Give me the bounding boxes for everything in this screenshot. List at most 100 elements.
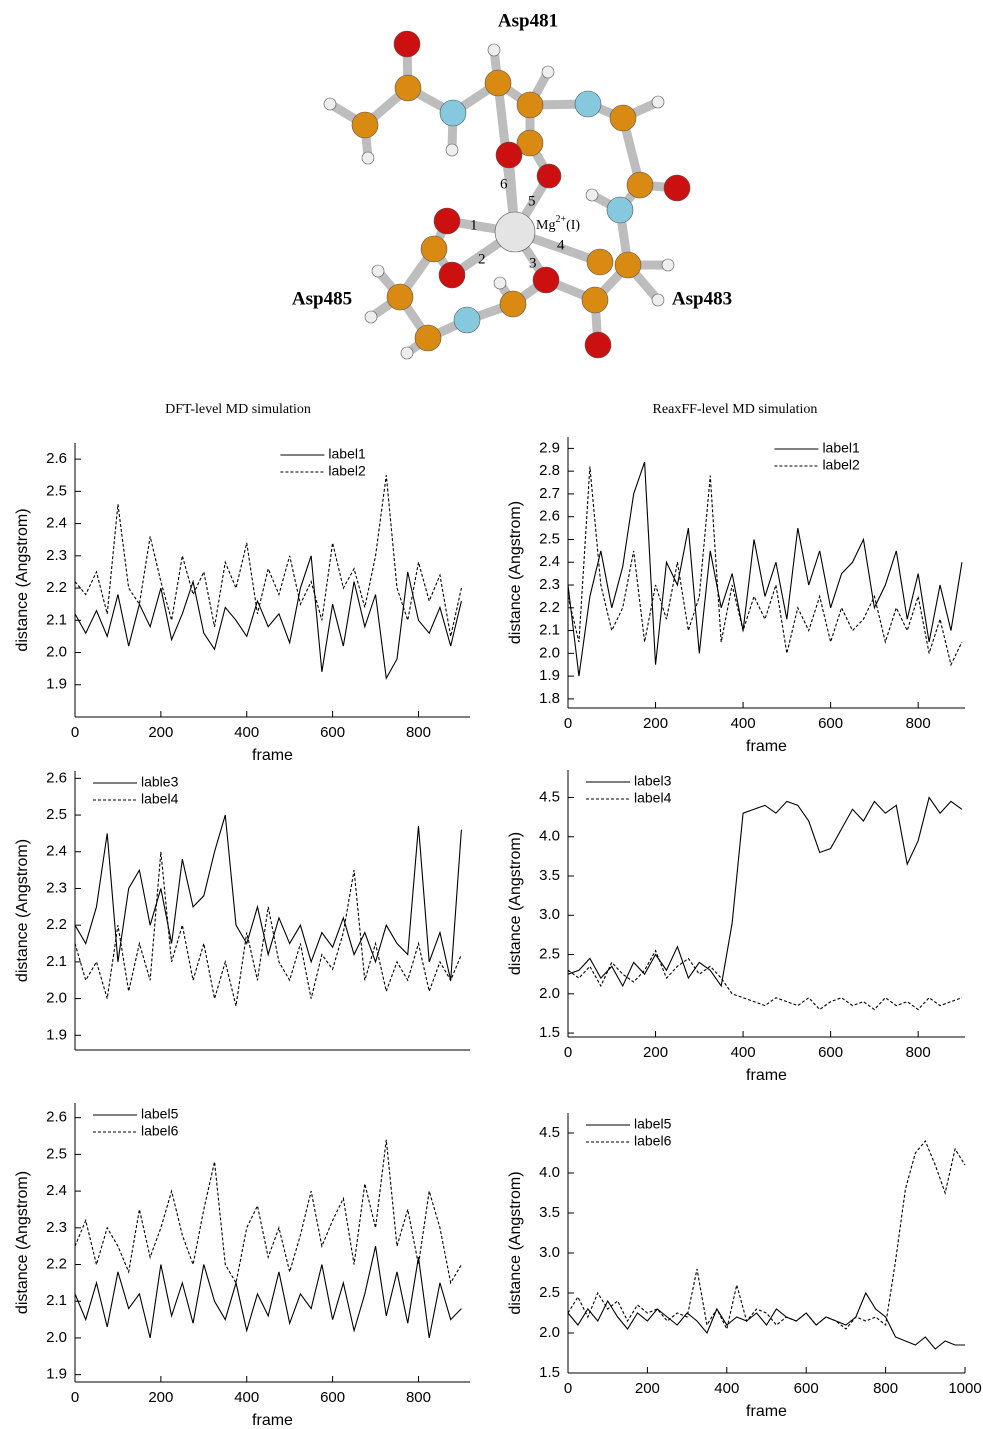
line-series (567, 796, 963, 988)
y-tick-label: 2.3 (46, 547, 67, 564)
y-tick-label: 2.6 (46, 450, 67, 467)
x-tick-label: 800 (906, 715, 931, 732)
ion-base: Mg (536, 218, 555, 233)
y-tick-label: 2.0 (539, 985, 560, 1002)
y-tick-label: 2.1 (46, 953, 67, 970)
y-tick-label: 2.1 (539, 622, 560, 639)
y-tick-label: 2.6 (46, 1109, 67, 1126)
x-tick-label: 200 (643, 715, 668, 732)
bond-number: 2 (478, 251, 486, 267)
y-tick-label: 3.5 (539, 1204, 560, 1221)
y-axis-title: distance (Angstrom) (14, 1171, 31, 1314)
y-tick-label: 1.5 (539, 1364, 560, 1381)
line-series (74, 475, 462, 637)
x-tick-label: 200 (643, 1044, 668, 1061)
x-axis-title: frame (252, 1412, 293, 1429)
x-tick-label: 800 (873, 1380, 898, 1397)
y-axis-title: distance (Angstrom) (14, 508, 31, 651)
residue-label: Asp483 (672, 288, 732, 309)
legend-label: label6 (634, 1133, 672, 1149)
x-tick-label: 800 (906, 1044, 931, 1061)
y-tick-label: 1.9 (539, 667, 560, 684)
y-tick-label: 4.5 (539, 788, 560, 805)
y-tick-label: 2.5 (539, 530, 560, 547)
legend-label: label4 (634, 790, 672, 806)
ion-label: Mg2+(I) (536, 214, 580, 233)
x-tick-label: 200 (148, 724, 173, 741)
x-tick-label: 400 (234, 1389, 259, 1406)
y-tick-label: 2.4 (46, 843, 67, 860)
bond-number: 5 (528, 193, 536, 209)
line-series (567, 1291, 965, 1350)
y-tick-label: 1.8 (539, 690, 560, 707)
residue-label: Asp481 (498, 10, 558, 31)
x-axis-title: frame (746, 738, 787, 755)
line-series (567, 466, 963, 667)
y-tick-label: 2.4 (46, 1182, 67, 1199)
y-tick-label: 1.5 (539, 1024, 560, 1041)
line-series (567, 461, 963, 677)
line-series (567, 1139, 966, 1331)
y-tick-label: 2.0 (539, 1324, 560, 1341)
legend-label: label5 (141, 1106, 179, 1122)
y-tick-label: 2.8 (539, 462, 560, 479)
y-tick-label: 2.5 (46, 482, 67, 499)
x-tick-label: 0 (564, 1380, 572, 1397)
line-series (74, 814, 462, 981)
bond-number: 4 (557, 237, 565, 253)
y-tick-label: 2.3 (46, 879, 67, 896)
molecule (323, 30, 691, 360)
x-tick-label: 0 (564, 715, 572, 732)
legend-label: label1 (822, 440, 860, 456)
legend-label: label5 (634, 1116, 672, 1132)
x-tick-label: 800 (406, 1389, 431, 1406)
y-tick-label: 4.0 (539, 828, 560, 845)
y-tick-label: 2.3 (539, 576, 560, 593)
x-tick-label: 400 (234, 724, 259, 741)
y-tick-label: 3.0 (539, 906, 560, 923)
y-tick-label: 2.1 (46, 1292, 67, 1309)
x-tick-label: 600 (818, 1044, 843, 1061)
x-tick-label: 600 (818, 715, 843, 732)
legend-label: lable3 (141, 774, 179, 790)
legend-label: label2 (822, 457, 860, 473)
x-tick-label: 400 (714, 1380, 739, 1397)
y-tick-label: 2.0 (539, 644, 560, 661)
y-tick-label: 2.0 (46, 643, 67, 660)
x-tick-label: 600 (794, 1380, 819, 1397)
y-tick-label: 4.5 (539, 1124, 560, 1141)
x-tick-label: 0 (71, 1389, 79, 1406)
y-tick-label: 2.4 (46, 515, 67, 532)
y-tick-label: 2.3 (46, 1219, 67, 1236)
bond-number: 1 (470, 217, 478, 233)
column-title: ReaxFF-level MD simulation (653, 402, 818, 417)
legend-label: label2 (328, 463, 366, 479)
x-tick-label: 600 (320, 724, 345, 741)
x-tick-label: 200 (635, 1380, 660, 1397)
bond-number: 3 (529, 255, 537, 271)
x-axis-title: frame (252, 747, 293, 764)
legend-label: label4 (141, 791, 179, 807)
y-tick-label: 2.5 (46, 1145, 67, 1162)
line-series (74, 555, 462, 681)
y-tick-label: 2.5 (46, 806, 67, 823)
y-tick-label: 2.2 (46, 916, 67, 933)
residue-label: Asp485 (292, 288, 352, 309)
y-tick-label: 3.5 (539, 867, 560, 884)
x-tick-label: 1000 (948, 1380, 981, 1397)
y-tick-label: 2.1 (46, 611, 67, 628)
line-series (74, 1139, 462, 1285)
ion-charge: 2+ (555, 214, 566, 225)
x-tick-label: 0 (564, 1044, 572, 1061)
y-tick-label: 4.0 (539, 1164, 560, 1181)
y-tick-label: 3.0 (539, 1244, 560, 1261)
y-axis-title: distance (Angstrom) (507, 501, 524, 644)
column-title: DFT-level MD simulation (165, 402, 311, 417)
y-tick-label: 2.2 (46, 1255, 67, 1272)
y-tick-label: 2.2 (46, 579, 67, 596)
bond-number: 6 (500, 176, 508, 192)
y-tick-label: 1.9 (46, 676, 67, 693)
ion-suffix: (I) (566, 218, 580, 233)
y-tick-label: 2.0 (46, 1329, 67, 1346)
